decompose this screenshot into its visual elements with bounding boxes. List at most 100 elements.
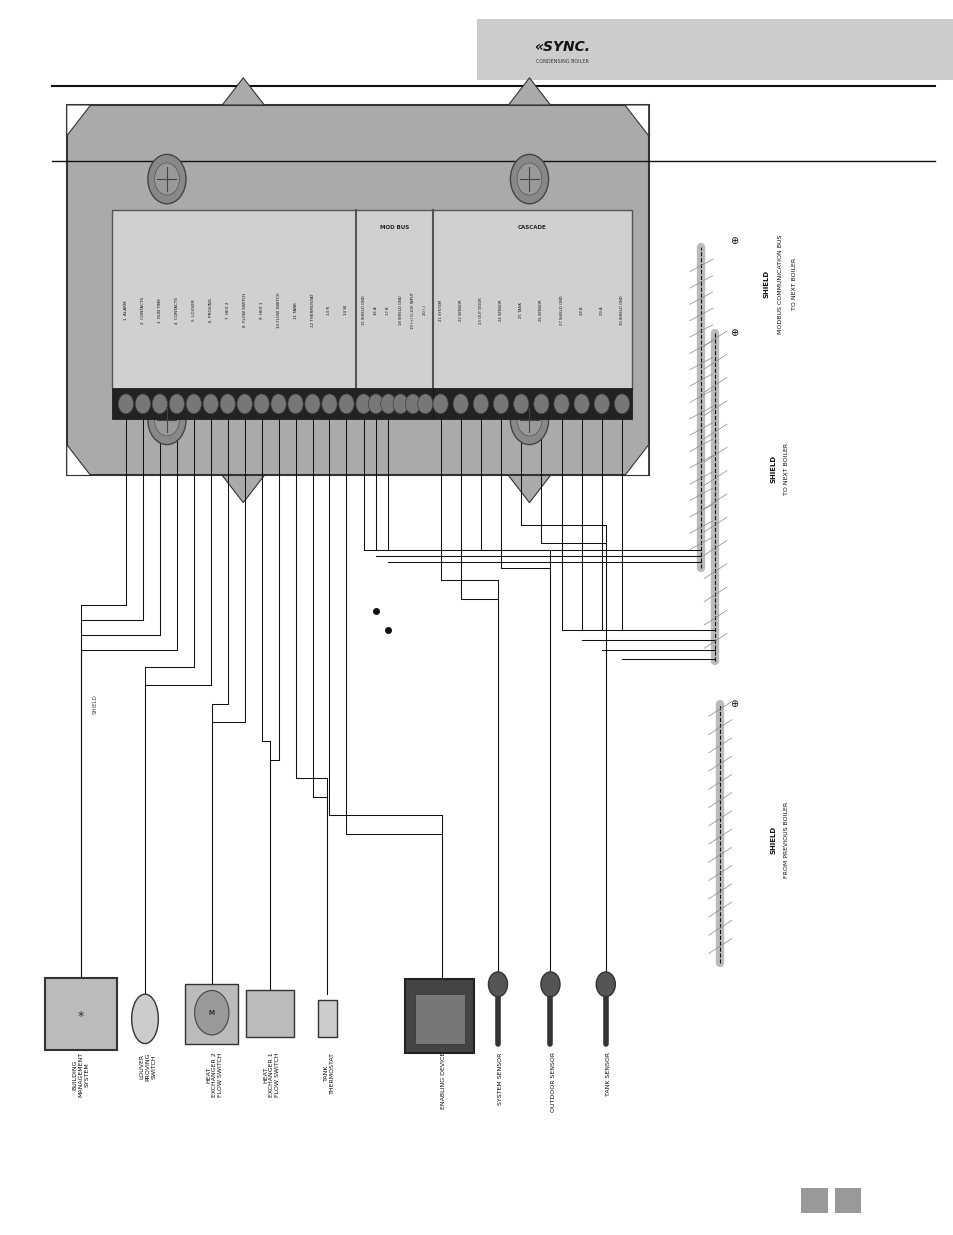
Text: ⊕: ⊕ <box>730 236 738 246</box>
Circle shape <box>517 404 541 436</box>
Text: 1  ALARM: 1 ALARM <box>124 300 128 320</box>
Circle shape <box>338 394 354 414</box>
Bar <box>246 990 294 1037</box>
Text: 23 OUT DOOR: 23 OUT DOOR <box>478 296 482 324</box>
Text: 9  HEX 1: 9 HEX 1 <box>259 301 263 319</box>
Text: TANK SENSOR: TANK SENSOR <box>605 1052 611 1097</box>
Text: 28 B: 28 B <box>579 306 583 315</box>
Text: 20 (-): 20 (-) <box>423 305 427 315</box>
Circle shape <box>220 394 235 414</box>
Polygon shape <box>222 475 264 503</box>
Text: ENABLING DEVICE: ENABLING DEVICE <box>440 1052 446 1109</box>
Circle shape <box>148 395 186 445</box>
Bar <box>112 388 433 419</box>
Text: 26 SENSOR: 26 SENSOR <box>538 299 543 321</box>
Circle shape <box>473 394 488 414</box>
Text: MOD BUS: MOD BUS <box>379 225 409 231</box>
Text: 22 SENSOR: 22 SENSOR <box>458 299 462 321</box>
Circle shape <box>554 394 569 414</box>
Text: 10 FLOW SWITCH: 10 FLOW SWITCH <box>276 293 280 329</box>
Circle shape <box>380 394 395 414</box>
Text: 16 A: 16 A <box>374 306 377 315</box>
Bar <box>834 1188 861 1213</box>
Circle shape <box>596 972 615 997</box>
Bar <box>67 105 648 475</box>
Circle shape <box>433 394 448 414</box>
Text: 14 W: 14 W <box>344 305 348 315</box>
Ellipse shape <box>132 994 158 1044</box>
Circle shape <box>517 163 541 195</box>
Text: SHIELD: SHIELD <box>770 826 776 853</box>
Text: CONDENSING BOILER: CONDENSING BOILER <box>536 59 588 64</box>
Text: SYSTEM SENSOR: SYSTEM SENSOR <box>497 1052 503 1104</box>
Text: TANK
THERMOSTAT: TANK THERMOSTAT <box>323 1052 335 1094</box>
Circle shape <box>355 394 371 414</box>
Circle shape <box>393 394 408 414</box>
Bar <box>801 1188 827 1213</box>
Circle shape <box>135 394 151 414</box>
Polygon shape <box>222 78 264 105</box>
Text: BUILDING
MANAGEMENT
SYSTEM: BUILDING MANAGEMENT SYSTEM <box>72 1052 90 1098</box>
Text: 5  LOUVER: 5 LOUVER <box>192 299 195 321</box>
Bar <box>433 388 631 419</box>
Text: 8  FLOW SWITCH: 8 FLOW SWITCH <box>242 293 247 327</box>
Text: M: M <box>209 1010 214 1015</box>
Polygon shape <box>67 445 91 475</box>
Polygon shape <box>508 475 550 503</box>
Circle shape <box>614 394 629 414</box>
Circle shape <box>368 394 383 414</box>
Circle shape <box>417 394 433 414</box>
Circle shape <box>594 394 609 414</box>
Text: TO NEXT BOILER: TO NEXT BOILER <box>783 443 788 495</box>
Text: SHIELD: SHIELD <box>762 270 768 298</box>
Bar <box>476 19 953 80</box>
Circle shape <box>510 395 548 445</box>
Circle shape <box>203 394 218 414</box>
Text: SHIELD: SHIELD <box>770 456 776 483</box>
Text: 30 SHIELD GND: 30 SHIELD GND <box>619 295 623 325</box>
Circle shape <box>453 394 468 414</box>
Circle shape <box>152 394 168 414</box>
Text: 25 TANK: 25 TANK <box>518 303 522 319</box>
Text: *: * <box>78 1010 84 1023</box>
Text: LOUVER
PROVING
SWITCH: LOUVER PROVING SWITCH <box>139 1052 156 1081</box>
Circle shape <box>236 394 252 414</box>
Circle shape <box>405 394 420 414</box>
Text: 29 A: 29 A <box>599 306 603 315</box>
Text: HEAT
EXCHANGER 2
FLOW SWITCH: HEAT EXCHANGER 2 FLOW SWITCH <box>206 1052 223 1097</box>
Text: CASCADE: CASCADE <box>517 225 546 231</box>
Text: MODBUS COMMUNICATION BUS: MODBUS COMMUNICATION BUS <box>777 235 781 333</box>
Bar <box>185 984 238 1044</box>
Text: HEAT
EXCHANGER 1
FLOW SWITCH: HEAT EXCHANGER 1 FLOW SWITCH <box>263 1052 280 1097</box>
Circle shape <box>148 154 186 204</box>
Text: 15 SHIELD GND: 15 SHIELD GND <box>361 295 365 325</box>
Text: 11 TANK: 11 TANK <box>294 301 297 319</box>
Bar <box>112 210 631 389</box>
Circle shape <box>271 394 286 414</box>
Circle shape <box>154 404 179 436</box>
Bar <box>415 994 464 1044</box>
Circle shape <box>321 394 336 414</box>
Circle shape <box>169 394 184 414</box>
Circle shape <box>533 394 548 414</box>
Text: 18 SHIELD GND: 18 SHIELD GND <box>398 295 402 325</box>
Text: 4  CONTACTS: 4 CONTACTS <box>174 296 178 324</box>
Polygon shape <box>508 78 550 105</box>
Text: FROM PREVIOUS BOILER: FROM PREVIOUS BOILER <box>783 802 788 878</box>
Circle shape <box>288 394 303 414</box>
Text: 2  CONTACTS: 2 CONTACTS <box>141 296 145 324</box>
Text: 19 (+) 0-10V INPUT: 19 (+) 0-10V INPUT <box>411 291 415 329</box>
Text: 24 SENSOR: 24 SENSOR <box>498 299 502 321</box>
Polygon shape <box>624 445 648 475</box>
Text: 7  HEX 2: 7 HEX 2 <box>226 301 230 319</box>
Circle shape <box>118 394 133 414</box>
Text: 27 SHIELD GND: 27 SHIELD GND <box>559 295 563 325</box>
Bar <box>405 979 474 1053</box>
Circle shape <box>186 394 201 414</box>
Circle shape <box>194 990 229 1035</box>
Circle shape <box>513 394 528 414</box>
Text: ⊕: ⊕ <box>730 699 738 709</box>
Text: 3  RUN TIME: 3 RUN TIME <box>157 298 162 322</box>
Text: 17 B: 17 B <box>386 306 390 315</box>
Text: TO NEXT BOILER: TO NEXT BOILER <box>791 258 796 310</box>
